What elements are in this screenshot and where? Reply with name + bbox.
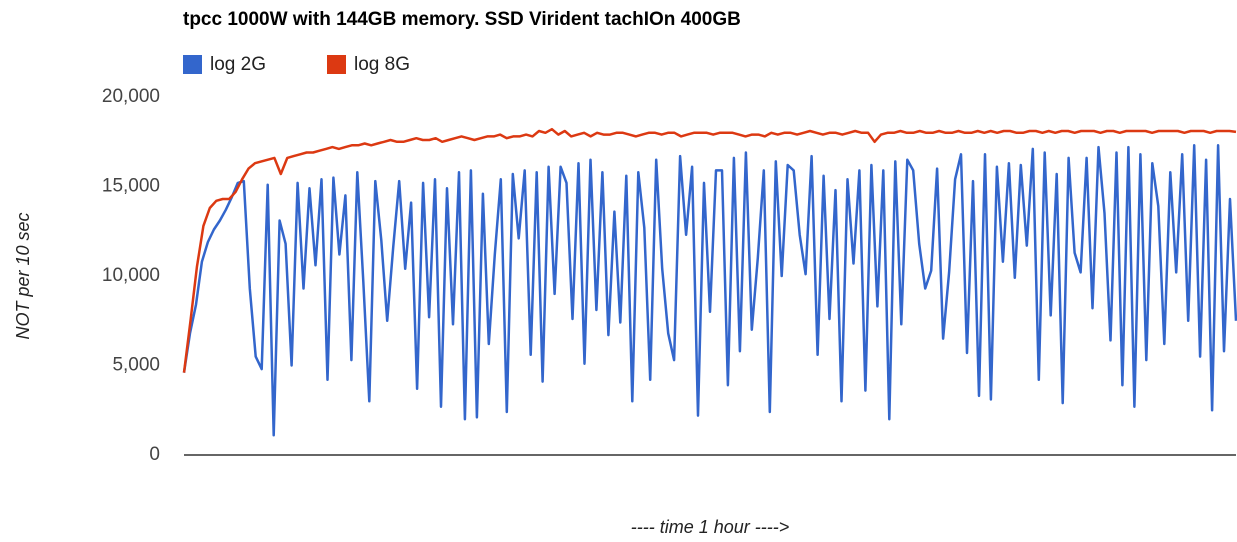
series-line (182, 144, 1237, 437)
y-tick-label: 10,000 (102, 265, 160, 286)
y-tick-label: 5,000 (112, 355, 160, 376)
legend-swatch (183, 55, 202, 74)
y-tick-label: 0 (149, 444, 160, 465)
chart-title: tpcc 1000W with 144GB memory. SSD Viride… (183, 9, 741, 30)
y-tick-label: 15,000 (102, 176, 160, 197)
series-line (182, 127, 1237, 373)
legend-label: log 8G (354, 54, 410, 75)
legend-label: log 2G (210, 54, 266, 75)
x-axis-label: ---- time 1 hour ----> (631, 517, 790, 537)
y-axis-label: NOT per 10 sec (13, 212, 33, 339)
y-tick-label: 20,000 (102, 86, 160, 107)
legend-swatch (327, 55, 346, 74)
